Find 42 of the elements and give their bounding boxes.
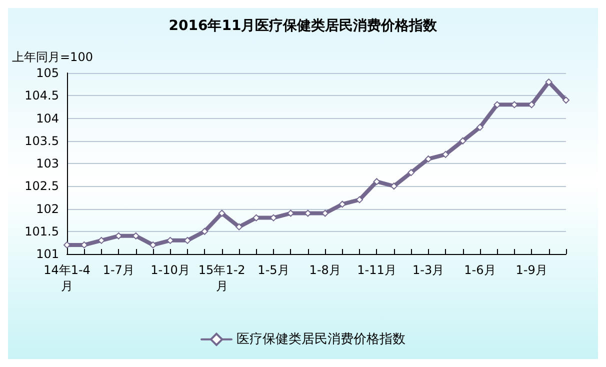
y-tick-label: 103.5 [24, 134, 59, 148]
y-tick-label: 104.5 [24, 88, 59, 103]
point [476, 124, 484, 131]
x-tick-label: 1-10月 [150, 263, 190, 277]
point [390, 182, 398, 190]
point [356, 196, 364, 204]
y-tick-label: 104 [36, 111, 59, 126]
x-tick-label: 15年1-2月 [198, 263, 246, 293]
x-tick-label: 1-11月 [357, 263, 396, 277]
y-tick-label: 101.5 [24, 224, 59, 238]
point [562, 96, 570, 104]
point [98, 236, 105, 244]
point [442, 150, 450, 158]
point [236, 223, 243, 230]
x-tick-label: 1-7月 [102, 263, 134, 277]
x-tick-label: 1-8月 [309, 263, 341, 277]
point [545, 78, 552, 86]
chart-title: 2016年11月医疗保健类居民消费价格指数 [168, 17, 438, 34]
point [338, 200, 346, 208]
y-tick-label: 103 [36, 156, 59, 170]
point [252, 214, 260, 222]
point [528, 101, 536, 108]
point [64, 241, 70, 248]
x-tick-label: 1-9月 [516, 263, 548, 277]
point [201, 228, 208, 235]
x-tick-label: 1-6月 [464, 263, 496, 277]
x-tick-label: 1-3月 [412, 263, 444, 277]
y-tick-label: 102.5 [24, 179, 59, 194]
y-tick-label: 105 [36, 66, 59, 80]
x-tick-label: 1-5月 [258, 263, 290, 277]
point [459, 137, 466, 144]
point [424, 155, 432, 162]
point [373, 178, 380, 186]
point [408, 169, 415, 176]
legend-label: 医疗保健类居民消费价格指数 [236, 332, 406, 347]
x-tick-label: 14年1-4月 [44, 263, 90, 293]
point [322, 210, 329, 217]
y-axis-title: 上年同月=100 [12, 50, 93, 64]
y-tick-label: 101 [36, 247, 59, 261]
point [80, 241, 88, 248]
point [218, 210, 226, 217]
y-tick-label: 102 [36, 202, 59, 216]
